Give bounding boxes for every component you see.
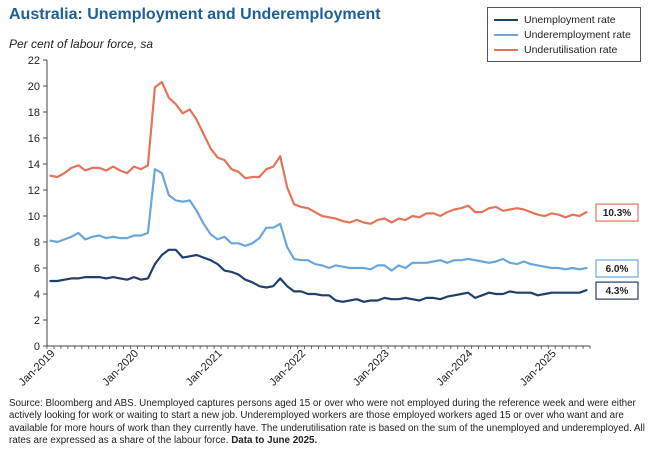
series-lines: [49, 80, 588, 303]
end-labels: 4.3% 6.0% 10.3%: [595, 203, 639, 300]
end-label-text: 6.0%: [606, 264, 629, 275]
end-label-underutilisation-rate: 10.3%: [595, 203, 639, 222]
legend-item-underemployment: Underemployment rate: [494, 27, 631, 43]
data-note: Data to June 2025.: [231, 434, 318, 446]
end-label-box: [595, 259, 639, 278]
y-tick-label: 0: [34, 341, 40, 353]
series-line-unemployment-rate: [49, 248, 588, 303]
series-line-underutilisation-rate: [49, 80, 588, 225]
legend-label-underemployment: Underemployment rate: [524, 29, 631, 41]
x-tick-label: Jan-2025: [518, 348, 559, 389]
series-line-underemployment-rate: [49, 168, 588, 272]
y-tick-label: 4: [34, 289, 40, 301]
y-tick-label: 12: [28, 185, 40, 197]
y-tick-label: 2: [34, 315, 40, 327]
y-tick-label: 8: [34, 237, 40, 249]
y-tick-label: 20: [28, 81, 40, 93]
end-label-text: 4.3%: [606, 286, 629, 297]
x-tick-label: Jan-2023: [351, 348, 392, 389]
chart-title: Australia: Unemployment and Underemploym…: [9, 6, 381, 23]
legend-swatch-underemployment: [494, 34, 518, 36]
chart-legend: Unemployment rate Underemployment rate U…: [487, 7, 641, 62]
x-tick-label: Jan-2021: [184, 348, 225, 389]
x-axis: Jan-2019 Jan-2020 Jan-2021 Jan-2022 Jan-2023…: [17, 345, 591, 389]
y-tick-label: 10: [28, 211, 40, 223]
x-tick-label: Jan-2022: [267, 348, 308, 389]
y-tick-label: 14: [28, 159, 40, 171]
chart-subtitle: Per cent of labour force, sa: [9, 37, 154, 51]
y-tick-label: 22: [28, 55, 40, 67]
end-label-text: 10.3%: [603, 208, 631, 219]
legend-label-unemployment: Unemployment rate: [524, 14, 616, 26]
x-tick-label: Jan-2024: [434, 348, 475, 389]
end-label-unemployment-rate: 4.3%: [595, 281, 639, 300]
legend-swatch-underutilisation: [494, 49, 518, 51]
y-axis: 0 2 4 6 8 10 12 14 16 18 20 22: [28, 55, 48, 353]
end-label-box: [595, 203, 639, 222]
source-text: Source: Bloomberg and ABS. Unemployed ca…: [9, 398, 645, 446]
legend-item-unemployment: Unemployment rate: [494, 12, 616, 28]
legend-swatch-unemployment: [494, 19, 518, 21]
y-tick-label: 6: [34, 263, 40, 275]
legend-item-underutilisation: Underutilisation rate: [494, 42, 617, 58]
source-note: Source: Bloomberg and ABS. Unemployed ca…: [9, 398, 645, 447]
legend-label-underutilisation: Underutilisation rate: [524, 44, 618, 56]
end-label-box: [595, 281, 639, 300]
y-tick-label: 18: [28, 107, 40, 119]
x-tick-label: Jan-2019: [17, 348, 58, 389]
end-label-underemployment-rate: 6.0%: [595, 259, 639, 278]
y-tick-label: 16: [28, 133, 40, 145]
x-tick-label: Jan-2020: [100, 348, 141, 389]
